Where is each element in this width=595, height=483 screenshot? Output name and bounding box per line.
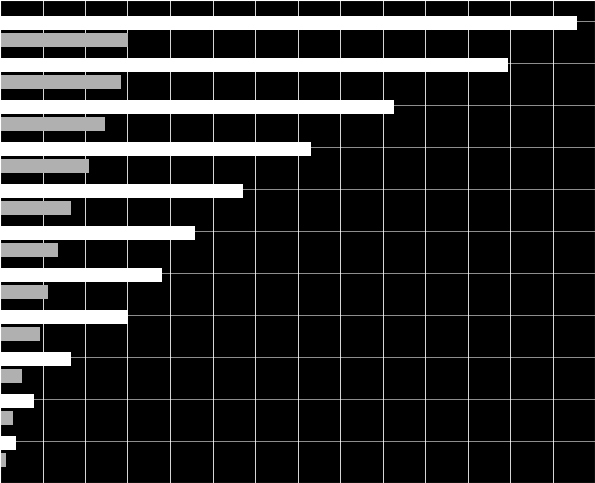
Bar xyxy=(0,395,35,408)
Bar xyxy=(0,269,162,282)
Bar xyxy=(0,58,508,72)
Bar xyxy=(0,311,128,324)
Bar xyxy=(0,16,577,30)
Bar xyxy=(0,227,195,240)
Bar xyxy=(0,142,311,156)
Bar xyxy=(0,185,243,198)
Bar xyxy=(0,453,7,467)
Bar xyxy=(0,201,71,214)
Bar xyxy=(0,327,40,341)
Bar xyxy=(0,436,16,450)
Bar xyxy=(0,100,394,114)
Bar xyxy=(0,33,128,47)
Bar xyxy=(0,353,71,366)
Bar xyxy=(0,285,48,298)
Bar xyxy=(0,369,22,383)
Bar xyxy=(0,75,121,88)
Bar xyxy=(0,243,58,256)
Bar xyxy=(0,411,12,425)
Bar xyxy=(0,117,105,130)
Bar xyxy=(0,159,89,172)
